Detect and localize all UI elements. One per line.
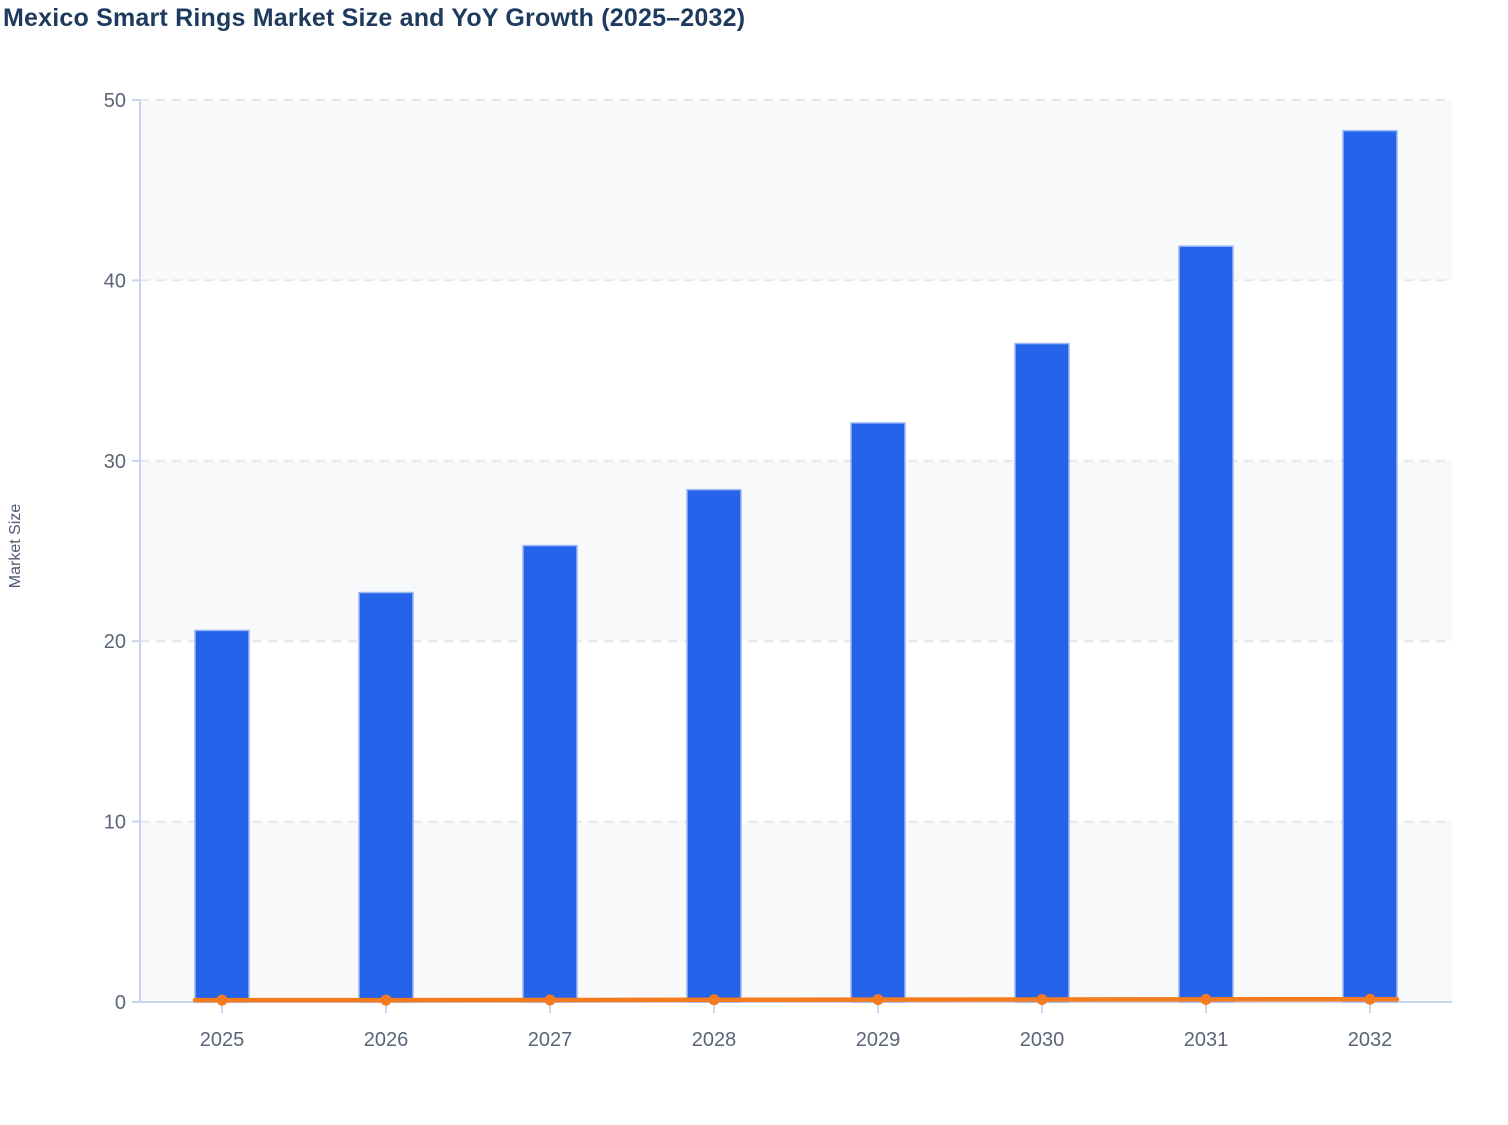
yoy-marker-2025[interactable]	[216, 994, 228, 1006]
bar-2026[interactable]	[358, 591, 414, 1003]
plot-band	[140, 100, 1452, 281]
x-tick-label-2029: 2029	[856, 1029, 901, 1051]
x-tick-label-2027: 2027	[528, 1029, 573, 1051]
plot-band	[140, 821, 1452, 1002]
y-tick-label-0: 0	[115, 992, 126, 1014]
y-tick-label-10: 10	[104, 812, 126, 834]
yoy-marker-2027[interactable]	[544, 994, 556, 1006]
x-tick-label-2030: 2030	[1020, 1029, 1065, 1051]
yoy-marker-2032[interactable]	[1364, 993, 1376, 1005]
x-tick-label-2031: 2031	[1184, 1029, 1229, 1051]
y-tick-label-20: 20	[104, 631, 126, 653]
y-axis-title: Market Size	[7, 503, 24, 589]
bar-2025[interactable]	[194, 629, 250, 1003]
plot-band	[140, 460, 1452, 642]
chart-title: Mexico Smart Rings Market Size and YoY G…	[3, 4, 746, 32]
bar-2029[interactable]	[850, 422, 906, 1003]
yoy-marker-2030[interactable]	[1036, 993, 1048, 1005]
bar-2027[interactable]	[522, 544, 578, 1003]
x-tick-label-2026: 2026	[364, 1029, 409, 1051]
bar-2031[interactable]	[1178, 245, 1234, 1003]
yoy-marker-2031[interactable]	[1200, 993, 1212, 1005]
x-tick-label-2032: 2032	[1348, 1029, 1393, 1051]
yoy-growth-line	[192, 996, 1400, 1003]
yoy-marker-2026[interactable]	[380, 994, 392, 1006]
y-tick-label-30: 30	[104, 451, 126, 473]
bar-2030[interactable]	[1014, 342, 1070, 1003]
bar-2028[interactable]	[686, 488, 742, 1003]
x-tick-label-2028: 2028	[692, 1029, 737, 1051]
y-tick-label-50: 50	[104, 90, 126, 112]
y-tick-label-40: 40	[104, 270, 126, 292]
bar-2032[interactable]	[1342, 129, 1398, 1003]
x-tick-label-2025: 2025	[200, 1029, 245, 1051]
yoy-marker-2029[interactable]	[872, 994, 884, 1006]
yoy-marker-2028[interactable]	[708, 994, 720, 1006]
